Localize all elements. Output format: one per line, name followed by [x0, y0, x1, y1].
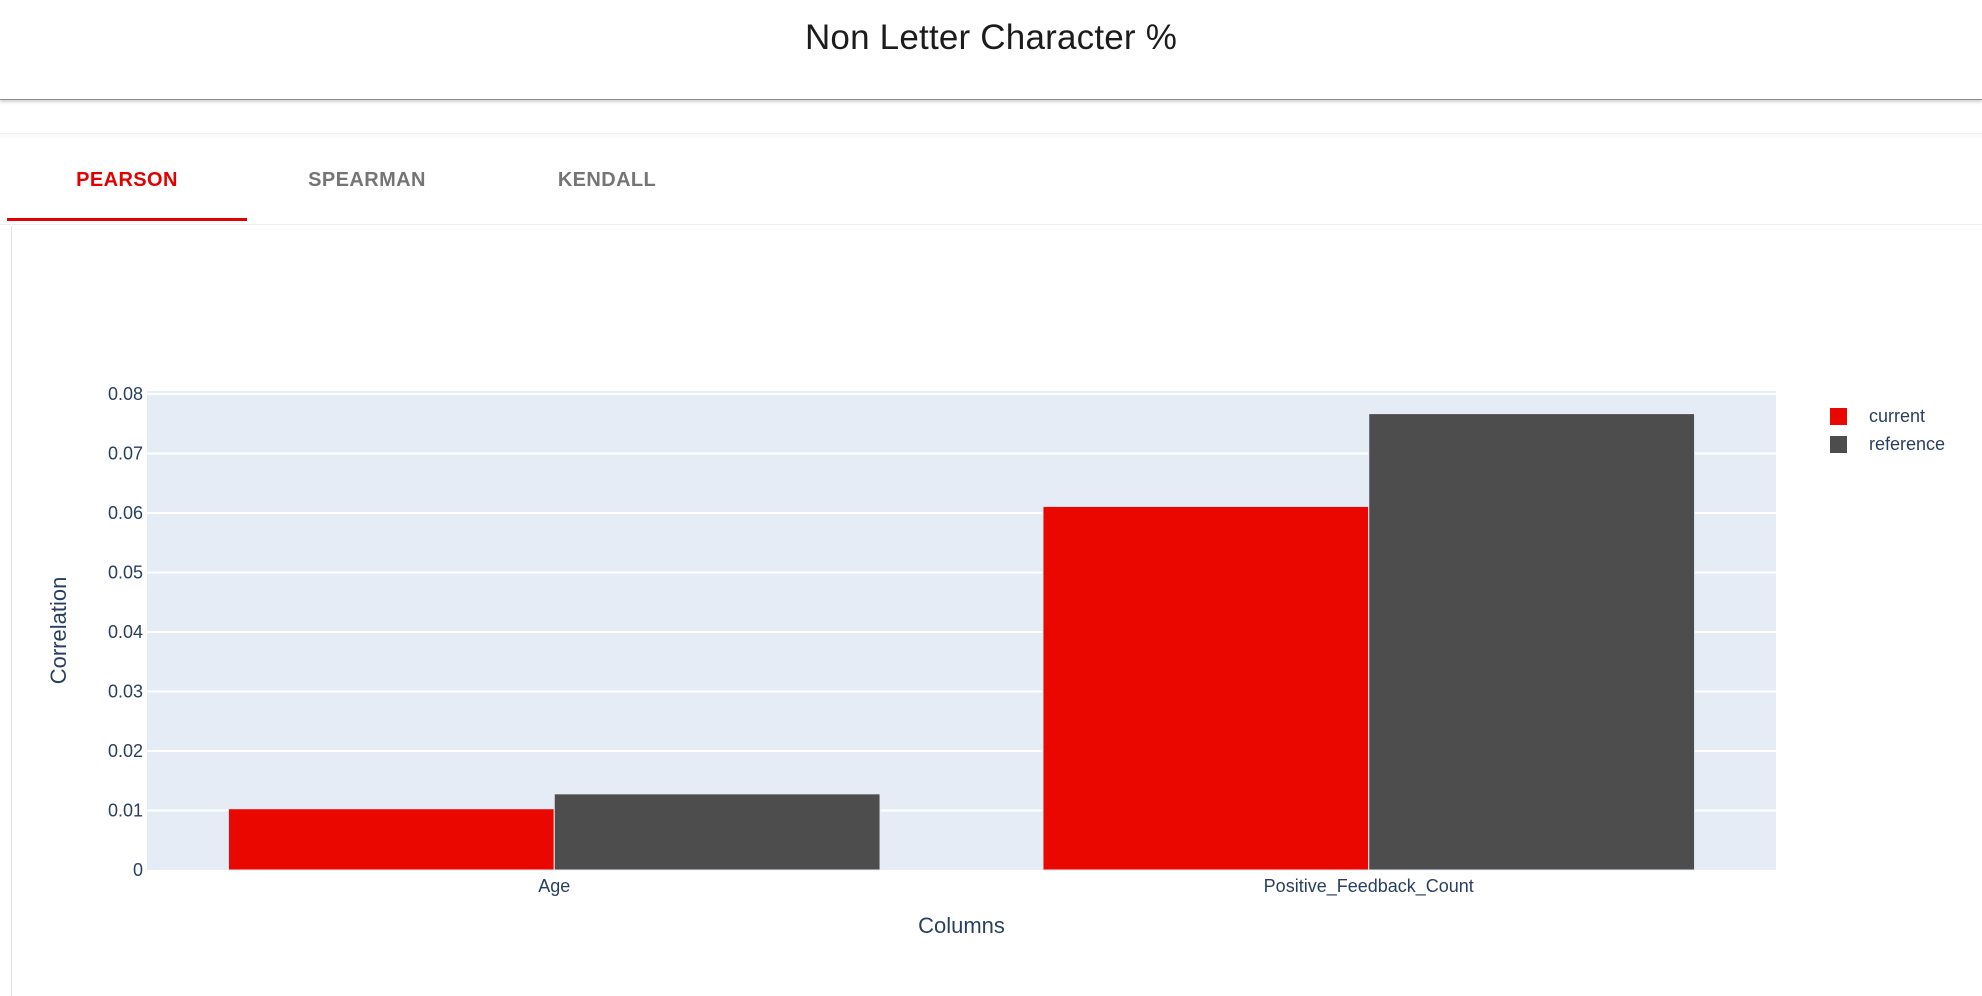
y-tick-label: 0.05 [108, 562, 143, 582]
y-tick-label: 0.02 [108, 741, 143, 761]
chart-legend: current reference [1830, 402, 1945, 458]
tab-spearman[interactable]: SPEARMAN [308, 168, 426, 191]
page-title: Non Letter Character % [804, 18, 1178, 57]
page-header: Non Letter Character % [0, 0, 1982, 100]
legend-item-reference[interactable]: reference [1830, 430, 1945, 458]
y-tick-label: 0.01 [108, 800, 143, 820]
bar-current-Age[interactable] [227, 808, 555, 871]
tab-pearson[interactable]: PEARSON [76, 168, 178, 191]
y-tick-label: 0.04 [108, 622, 143, 642]
active-tab-indicator [7, 218, 247, 221]
legend-item-current[interactable]: current [1830, 402, 1945, 430]
y-tick-labels: 0 0.01 0.02 0.03 0.04 0.05 0.06 0.07 0.08 [108, 384, 143, 880]
y-tick-label: 0.08 [108, 384, 143, 404]
bar-reference-Positive_Feedback_Count[interactable] [1368, 413, 1696, 871]
divider [0, 133, 1982, 138]
x-tick-label: Positive_Feedback_Count [1264, 876, 1474, 897]
y-axis-label: Correlation [46, 577, 71, 685]
bars [227, 413, 1696, 871]
y-tick-label: 0.06 [108, 503, 143, 523]
legend-swatch-reference [1830, 435, 1847, 453]
legend-label-reference: reference [1869, 433, 1946, 454]
y-tick-label: 0.03 [108, 681, 143, 701]
x-tick-labels: Age Positive_Feedback_Count [538, 876, 1474, 897]
legend-label-current: current [1869, 405, 1926, 426]
legend-swatch-current [1830, 407, 1847, 425]
y-tick-label: 0.07 [108, 443, 143, 463]
x-tick-label: Age [538, 876, 570, 896]
bar-current-Positive_Feedback_Count[interactable] [1042, 505, 1370, 871]
x-axis-label: Columns [918, 913, 1005, 938]
y-tick-label: 0 [133, 860, 143, 880]
chart-panel [11, 226, 1982, 996]
correlation-tabs: PEARSON SPEARMAN KENDALL [0, 140, 1982, 225]
bar-reference-Age[interactable] [553, 793, 881, 871]
tab-kendall[interactable]: KENDALL [557, 168, 657, 191]
